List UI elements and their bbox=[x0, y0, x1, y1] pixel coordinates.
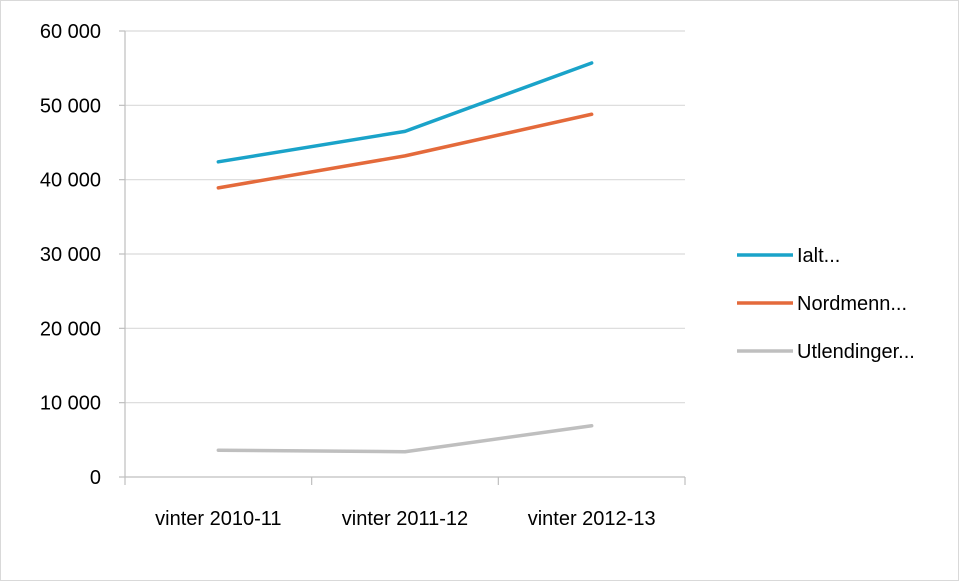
legend: Ialt... Nordmenn... Utlendinger... bbox=[737, 245, 915, 363]
legend-label-2: Utlendinger... bbox=[797, 341, 915, 363]
legend-label-0: Ialt... bbox=[797, 245, 840, 267]
y-tick-label: 50 000 bbox=[40, 95, 101, 117]
gridlines bbox=[125, 31, 685, 403]
legend-label-1: Nordmenn... bbox=[797, 293, 907, 315]
axes: 0 10 000 20 000 30 000 40 000 50 000 60 000 vin… bbox=[40, 21, 685, 530]
y-tick-label: 10 000 bbox=[40, 393, 101, 415]
y-tick-label: 0 bbox=[90, 467, 101, 489]
x-tick-label: vinter 2012-13 bbox=[528, 508, 656, 530]
y-tick-label: 30 000 bbox=[40, 244, 101, 266]
y-tick-label: 60 000 bbox=[40, 21, 101, 43]
x-tick-label: vinter 2011-12 bbox=[342, 508, 468, 530]
y-tick-label: 20 000 bbox=[40, 318, 101, 340]
series-lines bbox=[218, 63, 592, 452]
x-tick-label: vinter 2010-11 bbox=[155, 508, 281, 530]
series-line-2 bbox=[218, 426, 591, 452]
series-line-0 bbox=[218, 63, 591, 162]
y-tick-label: 40 000 bbox=[40, 170, 101, 192]
